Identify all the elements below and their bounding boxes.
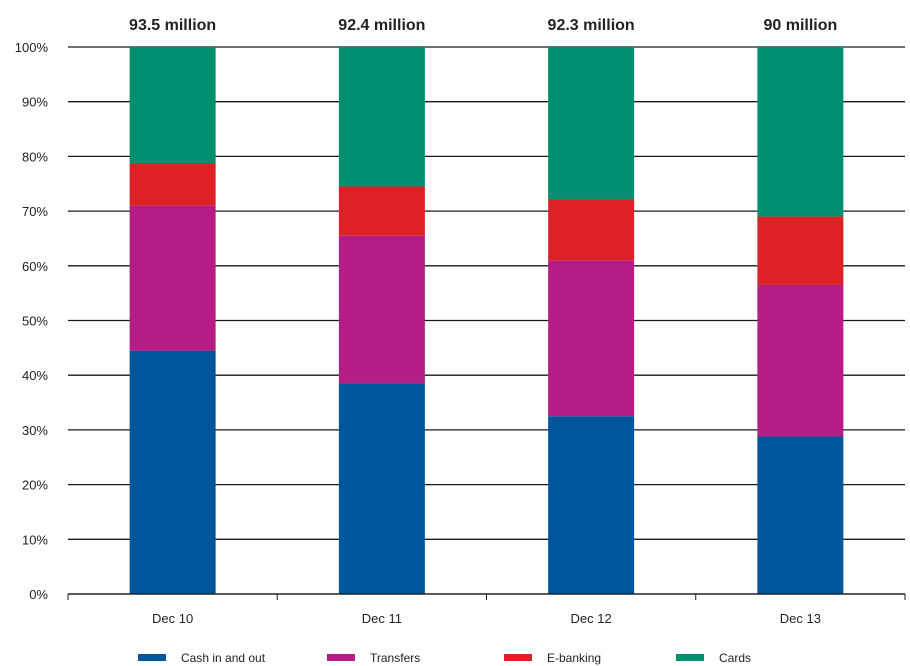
legend-swatch — [138, 654, 166, 661]
bar-segment — [129, 163, 216, 206]
legend: Cash in and out Transfers E-banking Cards — [138, 651, 751, 665]
bar-segment — [129, 205, 216, 351]
y-tick-label: 20% — [22, 478, 48, 493]
x-tick-label: Dec 13 — [780, 611, 821, 626]
bar-segment — [548, 260, 635, 417]
y-tick-label: 70% — [22, 204, 48, 219]
bars — [129, 47, 844, 594]
legend-swatch — [504, 654, 532, 661]
y-axis-ticks: 0% 10% 20% 30% 40% 50% 60% 70% 80% 90% 100% — [15, 40, 49, 602]
legend-swatch — [327, 654, 355, 661]
x-tick-label: Dec 10 — [152, 611, 193, 626]
legend-label: Cards — [719, 651, 751, 665]
legend-label: Transfers — [370, 651, 420, 665]
x-axis: Dec 10 Dec 11 Dec 12 Dec 13 — [67, 593, 906, 626]
y-tick-label: 40% — [22, 368, 48, 383]
bar-total-label: 92.3 million — [548, 17, 635, 34]
y-tick-label: 30% — [22, 423, 48, 438]
bar-total-label: 90 million — [763, 17, 837, 34]
bar-segment — [548, 199, 635, 261]
bar-segment — [338, 186, 425, 236]
bar-segment — [338, 383, 425, 594]
x-tick-label: Dec 12 — [571, 611, 612, 626]
bar-segment — [757, 216, 844, 285]
y-tick-label: 60% — [22, 259, 48, 274]
bar-segment — [757, 47, 844, 217]
bar-segment — [129, 47, 216, 164]
y-tick-label: 10% — [22, 532, 48, 547]
bar-segment — [757, 436, 844, 594]
bar-total-label: 92.4 million — [338, 17, 425, 34]
y-tick-label: 80% — [22, 149, 48, 164]
y-tick-label: 90% — [22, 95, 48, 110]
bar-segment — [338, 235, 425, 384]
y-tick-label: 50% — [22, 314, 48, 329]
y-tick-label: 0% — [29, 587, 48, 602]
bar-segment — [548, 416, 635, 594]
bar-segment — [757, 284, 844, 437]
legend-label: Cash in and out — [181, 651, 266, 665]
bar-totals: 93.5 million 92.4 million 92.3 million 90 m… — [129, 17, 837, 34]
bar-segment — [338, 47, 425, 187]
x-tick-label: Dec 11 — [362, 611, 402, 626]
bar-total-label: 93.5 million — [129, 17, 216, 34]
bar-segment — [129, 350, 216, 594]
legend-label: E-banking — [547, 651, 601, 665]
y-tick-label: 100% — [15, 40, 49, 55]
bar-segment — [548, 47, 635, 200]
legend-swatch — [676, 654, 704, 661]
